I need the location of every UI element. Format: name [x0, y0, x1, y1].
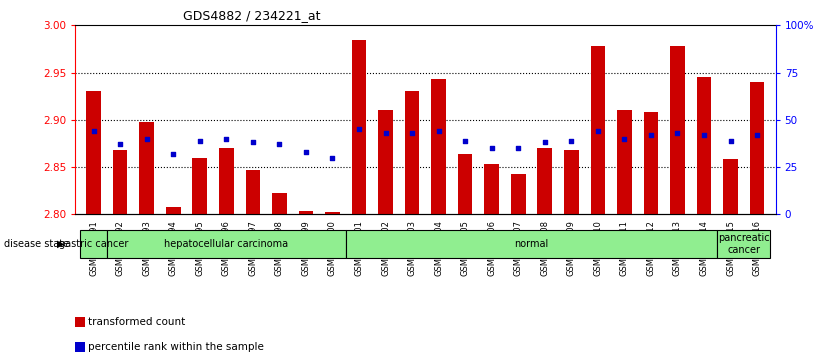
- Point: [326, 155, 339, 160]
- Point: [724, 138, 737, 143]
- Point: [485, 145, 499, 151]
- Point: [246, 139, 259, 145]
- Bar: [325, 212, 339, 214]
- Bar: [272, 193, 287, 214]
- Point: [167, 151, 180, 157]
- Bar: [696, 77, 711, 214]
- Point: [511, 145, 525, 151]
- Text: gastric cancer: gastric cancer: [59, 239, 128, 249]
- Point: [671, 130, 684, 136]
- Point: [591, 128, 605, 134]
- Text: transformed count: transformed count: [88, 317, 186, 327]
- Bar: [590, 46, 605, 214]
- Text: percentile rank within the sample: percentile rank within the sample: [88, 342, 264, 352]
- Point: [538, 139, 551, 145]
- Bar: [404, 91, 420, 214]
- Point: [113, 142, 127, 147]
- Bar: [113, 150, 128, 214]
- Point: [193, 138, 207, 143]
- Point: [273, 142, 286, 147]
- Bar: [166, 207, 180, 214]
- Text: GDS4882 / 234221_at: GDS4882 / 234221_at: [183, 9, 321, 22]
- Bar: [299, 211, 314, 214]
- Bar: [644, 112, 658, 214]
- Bar: [193, 158, 207, 214]
- Bar: [458, 154, 472, 214]
- Bar: [87, 91, 101, 214]
- Bar: [245, 170, 260, 214]
- Point: [432, 128, 445, 134]
- Text: ▶: ▶: [57, 239, 64, 249]
- Point: [87, 128, 100, 134]
- Bar: [80, 230, 107, 258]
- Bar: [431, 79, 446, 214]
- Bar: [379, 110, 393, 214]
- Point: [565, 138, 578, 143]
- Text: pancreatic
cancer: pancreatic cancer: [718, 233, 770, 255]
- Bar: [537, 148, 552, 214]
- Point: [697, 132, 711, 138]
- Bar: [723, 159, 738, 214]
- Bar: [564, 150, 579, 214]
- Bar: [107, 230, 346, 258]
- Bar: [617, 110, 631, 214]
- Bar: [671, 46, 685, 214]
- Bar: [485, 164, 499, 214]
- Point: [405, 130, 419, 136]
- Bar: [717, 230, 771, 258]
- Point: [751, 132, 764, 138]
- Point: [618, 136, 631, 142]
- Point: [352, 126, 365, 132]
- Point: [644, 132, 657, 138]
- Text: hepatocellular carcinoma: hepatocellular carcinoma: [164, 239, 289, 249]
- Point: [140, 136, 153, 142]
- Point: [299, 149, 313, 155]
- Point: [219, 136, 233, 142]
- Bar: [219, 148, 234, 214]
- Bar: [346, 230, 717, 258]
- Bar: [750, 82, 764, 214]
- Point: [459, 138, 472, 143]
- Point: [379, 130, 392, 136]
- Bar: [352, 40, 366, 214]
- Text: normal: normal: [515, 239, 549, 249]
- Bar: [139, 122, 154, 214]
- Text: disease state: disease state: [4, 239, 69, 249]
- Bar: [511, 174, 525, 214]
